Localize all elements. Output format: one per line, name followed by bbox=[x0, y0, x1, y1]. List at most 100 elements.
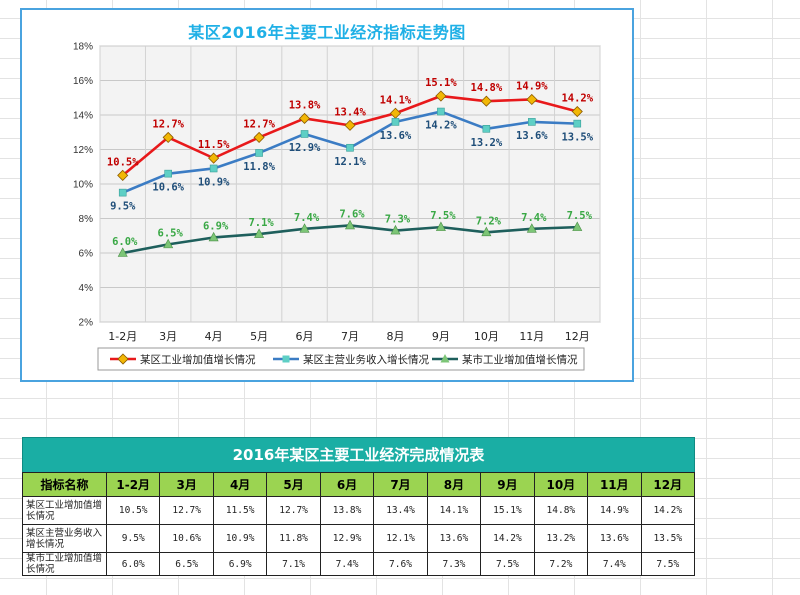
data-label: 12.9% bbox=[289, 142, 321, 154]
data-point-square bbox=[573, 119, 582, 128]
row-label-cell[interactable]: 某区工业增加值增长情况 bbox=[22, 496, 107, 525]
table-cell[interactable]: 12.1% bbox=[373, 524, 428, 553]
table-cell[interactable]: 10.9% bbox=[212, 524, 268, 553]
table-cell[interactable]: 12.7% bbox=[266, 496, 321, 525]
header-cell[interactable]: 6月 bbox=[319, 472, 375, 497]
x-tick-label: 1-2月 bbox=[108, 330, 137, 343]
table-cell[interactable]: 13.5% bbox=[640, 524, 696, 553]
data-label: 13.6% bbox=[516, 130, 548, 142]
header-cell[interactable]: 7月 bbox=[373, 472, 428, 497]
data-point-square bbox=[391, 118, 400, 126]
data-point-triangle bbox=[299, 223, 310, 233]
table-cell[interactable]: 13.6% bbox=[426, 524, 482, 553]
y-tick-label: 2% bbox=[79, 318, 94, 329]
data-label: 13.6% bbox=[380, 130, 412, 142]
table-cell[interactable]: 7.4% bbox=[319, 552, 375, 576]
data-label: 7.4% bbox=[294, 212, 320, 224]
data-label: 7.6% bbox=[339, 208, 365, 220]
data-point-square bbox=[255, 149, 263, 157]
header-cell[interactable]: 3月 bbox=[159, 472, 214, 497]
legend-label: 某区工业增加值增长情况 bbox=[140, 353, 256, 366]
data-label: 14.2% bbox=[425, 120, 457, 132]
data-point-diamond bbox=[526, 93, 538, 106]
row-label-cell[interactable]: 某市工业增加值增长情况 bbox=[22, 552, 107, 576]
table-cell[interactable]: 10.6% bbox=[159, 524, 214, 553]
table-cell[interactable]: 13.8% bbox=[319, 496, 375, 525]
data-label: 13.8% bbox=[289, 99, 321, 111]
x-tick-label: 4月 bbox=[205, 330, 223, 343]
table-cell[interactable]: 6.5% bbox=[159, 552, 214, 576]
data-point-square bbox=[482, 125, 491, 133]
table-cell[interactable]: 13.6% bbox=[587, 524, 642, 553]
y-tick-label: 16% bbox=[73, 76, 93, 87]
table-cell[interactable]: 7.2% bbox=[533, 552, 589, 576]
x-tick-label: 7月 bbox=[341, 330, 359, 343]
table-cell[interactable]: 7.5% bbox=[640, 552, 696, 576]
data-label: 7.1% bbox=[248, 217, 274, 229]
table-cell[interactable]: 14.9% bbox=[587, 496, 642, 525]
header-cell[interactable]: 指标名称 bbox=[22, 472, 107, 497]
data-point-triangle bbox=[117, 247, 128, 257]
data-label: 14.9% bbox=[516, 80, 548, 92]
data-point-diamond bbox=[435, 90, 447, 102]
data-label: 14.2% bbox=[561, 93, 593, 105]
y-tick-label: 10% bbox=[73, 180, 93, 191]
data-label: 12.7% bbox=[243, 118, 275, 130]
header-cell[interactable]: 9月 bbox=[480, 472, 535, 497]
table-cell[interactable]: 13.2% bbox=[533, 524, 589, 553]
header-cell[interactable]: 1-2月 bbox=[105, 472, 161, 497]
table-cell[interactable]: 14.8% bbox=[533, 496, 589, 525]
table-cell[interactable]: 13.4% bbox=[373, 496, 428, 525]
table-cell[interactable]: 7.1% bbox=[266, 552, 321, 576]
x-tick-label: 11月 bbox=[519, 330, 544, 343]
data-label: 6.9% bbox=[203, 220, 229, 232]
summary-table-container: 2016年某区主要工业经济完成情况表 指标名称 1-2月 3月 4月 5月 6月… bbox=[22, 437, 696, 576]
chart-title: 某区2016年主要工业经济指标走势图 bbox=[188, 23, 466, 42]
chart-object[interactable]: 2% 4% 6% 8% 10% 12% 14% 16% 18% 1-2月 3月 4月 5月 6月 7月 8月 9… bbox=[20, 8, 634, 382]
y-tick-label: 8% bbox=[79, 214, 94, 225]
legend-label: 某市工业增加值增长情况 bbox=[462, 353, 578, 366]
header-cell[interactable]: 5月 bbox=[266, 472, 321, 497]
data-label: 10.9% bbox=[198, 176, 230, 188]
table-cell[interactable]: 7.4% bbox=[587, 552, 642, 576]
table-cell[interactable]: 14.1% bbox=[426, 496, 482, 525]
row-label-cell[interactable]: 某区主营业务收入增长情况 bbox=[22, 524, 107, 553]
table-cell[interactable]: 15.1% bbox=[480, 496, 535, 525]
data-label: 7.5% bbox=[567, 210, 593, 222]
data-point-square bbox=[209, 164, 218, 173]
data-point-square bbox=[437, 107, 445, 116]
table-cell[interactable]: 14.2% bbox=[480, 524, 535, 553]
x-tick-label: 8月 bbox=[386, 330, 404, 343]
table-cell[interactable]: 7.3% bbox=[426, 552, 482, 576]
table-cell[interactable]: 12.7% bbox=[159, 496, 214, 525]
data-label: 14.8% bbox=[471, 82, 503, 94]
data-point-triangle bbox=[390, 224, 401, 235]
table-cell[interactable]: 12.9% bbox=[319, 524, 375, 553]
table-cell[interactable]: 11.5% bbox=[212, 496, 268, 525]
data-point-triangle bbox=[572, 221, 583, 231]
table-cell[interactable]: 7.6% bbox=[373, 552, 428, 576]
table-cell[interactable]: 14.2% bbox=[640, 496, 696, 525]
y-tick-label: 6% bbox=[79, 249, 94, 260]
table-header-row: 指标名称 1-2月 3月 4月 5月 6月 7月 8月 9月 10月 11月 1… bbox=[22, 472, 696, 497]
data-point-diamond bbox=[208, 152, 220, 164]
header-cell[interactable]: 12月 bbox=[640, 472, 696, 497]
table-cell[interactable]: 6.9% bbox=[212, 552, 268, 576]
y-tick-label: 18% bbox=[73, 42, 93, 53]
header-cell[interactable]: 11月 bbox=[587, 472, 642, 497]
data-point-triangle bbox=[481, 226, 492, 237]
table-cell[interactable]: 9.5% bbox=[105, 524, 161, 553]
table-cell[interactable]: 6.0% bbox=[105, 552, 161, 576]
header-cell[interactable]: 8月 bbox=[426, 472, 482, 497]
table-cell[interactable]: 11.8% bbox=[266, 524, 321, 553]
table-cell[interactable]: 7.5% bbox=[480, 552, 535, 576]
table-cell[interactable]: 10.5% bbox=[105, 496, 161, 525]
data-point-triangle bbox=[254, 228, 265, 238]
header-cell[interactable]: 4月 bbox=[212, 472, 268, 497]
data-label: 7.2% bbox=[476, 215, 502, 227]
table-title: 2016年某区主要工业经济完成情况表 bbox=[22, 437, 695, 472]
y-tick-label: 14% bbox=[73, 111, 93, 122]
data-label: 7.4% bbox=[521, 212, 547, 224]
header-cell[interactable]: 10月 bbox=[533, 472, 589, 497]
table-row: 某区主营业务收入增长情况 9.5% 10.6% 10.9% 11.8% 12.9… bbox=[22, 524, 696, 553]
